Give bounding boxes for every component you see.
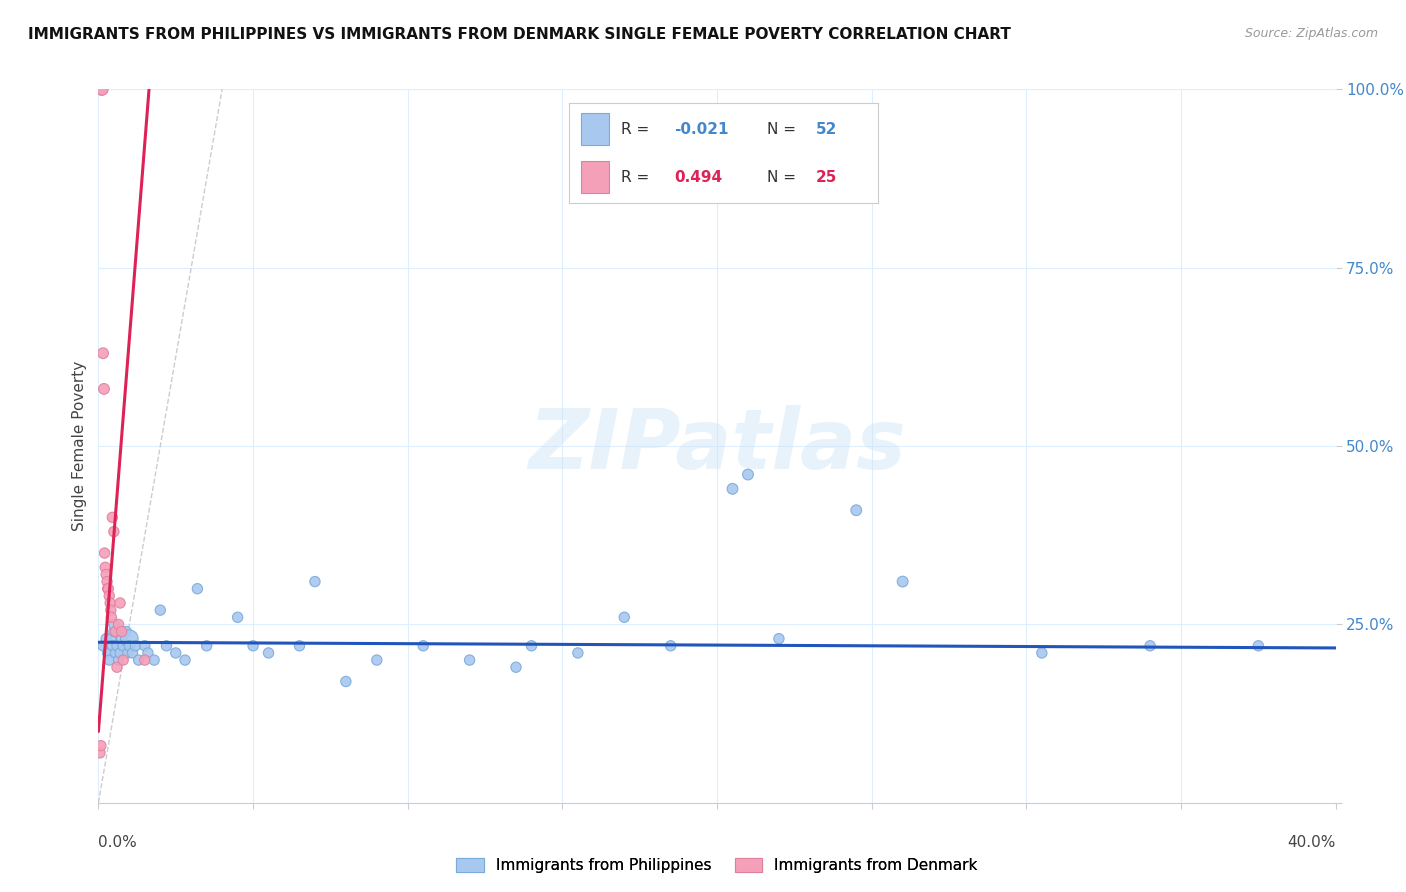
- Point: [149, 603, 172, 617]
- Point: [93, 382, 115, 396]
- Point: [288, 639, 311, 653]
- Point: [257, 646, 280, 660]
- Point: [100, 610, 122, 624]
- Point: [186, 582, 208, 596]
- Point: [107, 653, 129, 667]
- Text: ZIPatlas: ZIPatlas: [529, 406, 905, 486]
- Point: [101, 639, 124, 653]
- Text: IMMIGRANTS FROM PHILIPPINES VS IMMIGRANTS FROM DENMARK SINGLE FEMALE POVERTY COR: IMMIGRANTS FROM PHILIPPINES VS IMMIGRANT…: [28, 27, 1011, 42]
- Point: [100, 603, 122, 617]
- Point: [98, 653, 121, 667]
- Point: [128, 653, 150, 667]
- Point: [97, 646, 120, 660]
- Point: [134, 653, 156, 667]
- Point: [458, 653, 481, 667]
- Point: [520, 639, 543, 653]
- Point: [97, 582, 120, 596]
- Text: 40.0%: 40.0%: [1288, 836, 1336, 850]
- Point: [105, 639, 128, 653]
- Point: [505, 660, 527, 674]
- Point: [335, 674, 357, 689]
- Point: [107, 617, 129, 632]
- Point: [111, 624, 132, 639]
- Point: [103, 617, 125, 632]
- Legend: Immigrants from Philippines, Immigrants from Denmark: Immigrants from Philippines, Immigrants …: [449, 850, 986, 880]
- Point: [118, 639, 141, 653]
- Point: [94, 560, 117, 574]
- Point: [155, 639, 177, 653]
- Point: [1031, 646, 1053, 660]
- Point: [103, 624, 125, 639]
- Point: [226, 610, 249, 624]
- Point: [242, 639, 264, 653]
- Point: [165, 646, 187, 660]
- Point: [195, 639, 218, 653]
- Point: [117, 646, 139, 660]
- Point: [143, 653, 166, 667]
- Point: [136, 646, 159, 660]
- Text: 0.0%: 0.0%: [98, 836, 138, 850]
- Point: [1139, 639, 1161, 653]
- Text: Source: ZipAtlas.com: Source: ZipAtlas.com: [1244, 27, 1378, 40]
- Point: [721, 482, 744, 496]
- Point: [96, 567, 118, 582]
- Point: [100, 632, 122, 646]
- Point: [1247, 639, 1270, 653]
- Point: [737, 467, 759, 482]
- Point: [304, 574, 326, 589]
- Point: [108, 596, 131, 610]
- Point: [98, 589, 121, 603]
- Point: [891, 574, 914, 589]
- Point: [93, 546, 115, 560]
- Point: [90, 739, 112, 753]
- Point: [112, 653, 135, 667]
- Point: [768, 632, 790, 646]
- Point: [567, 646, 589, 660]
- Point: [124, 639, 146, 653]
- Point: [115, 624, 138, 639]
- Point: [108, 646, 131, 660]
- Point: [174, 653, 197, 667]
- Point: [121, 646, 143, 660]
- Point: [613, 610, 636, 624]
- Point: [412, 639, 434, 653]
- Point: [97, 582, 120, 596]
- Point: [91, 82, 114, 96]
- Point: [91, 639, 114, 653]
- Point: [91, 346, 114, 360]
- Point: [104, 624, 127, 639]
- Point: [659, 639, 682, 653]
- Point: [111, 632, 132, 646]
- Point: [101, 510, 124, 524]
- Point: [134, 639, 156, 653]
- Point: [118, 632, 141, 646]
- Point: [366, 653, 388, 667]
- Point: [98, 596, 121, 610]
- Y-axis label: Single Female Poverty: Single Female Poverty: [72, 361, 87, 531]
- Point: [103, 524, 125, 539]
- Point: [90, 82, 112, 96]
- Point: [96, 632, 118, 646]
- Point: [845, 503, 868, 517]
- Point: [96, 574, 118, 589]
- Point: [89, 746, 111, 760]
- Point: [105, 660, 128, 674]
- Point: [112, 639, 135, 653]
- Point: [104, 646, 127, 660]
